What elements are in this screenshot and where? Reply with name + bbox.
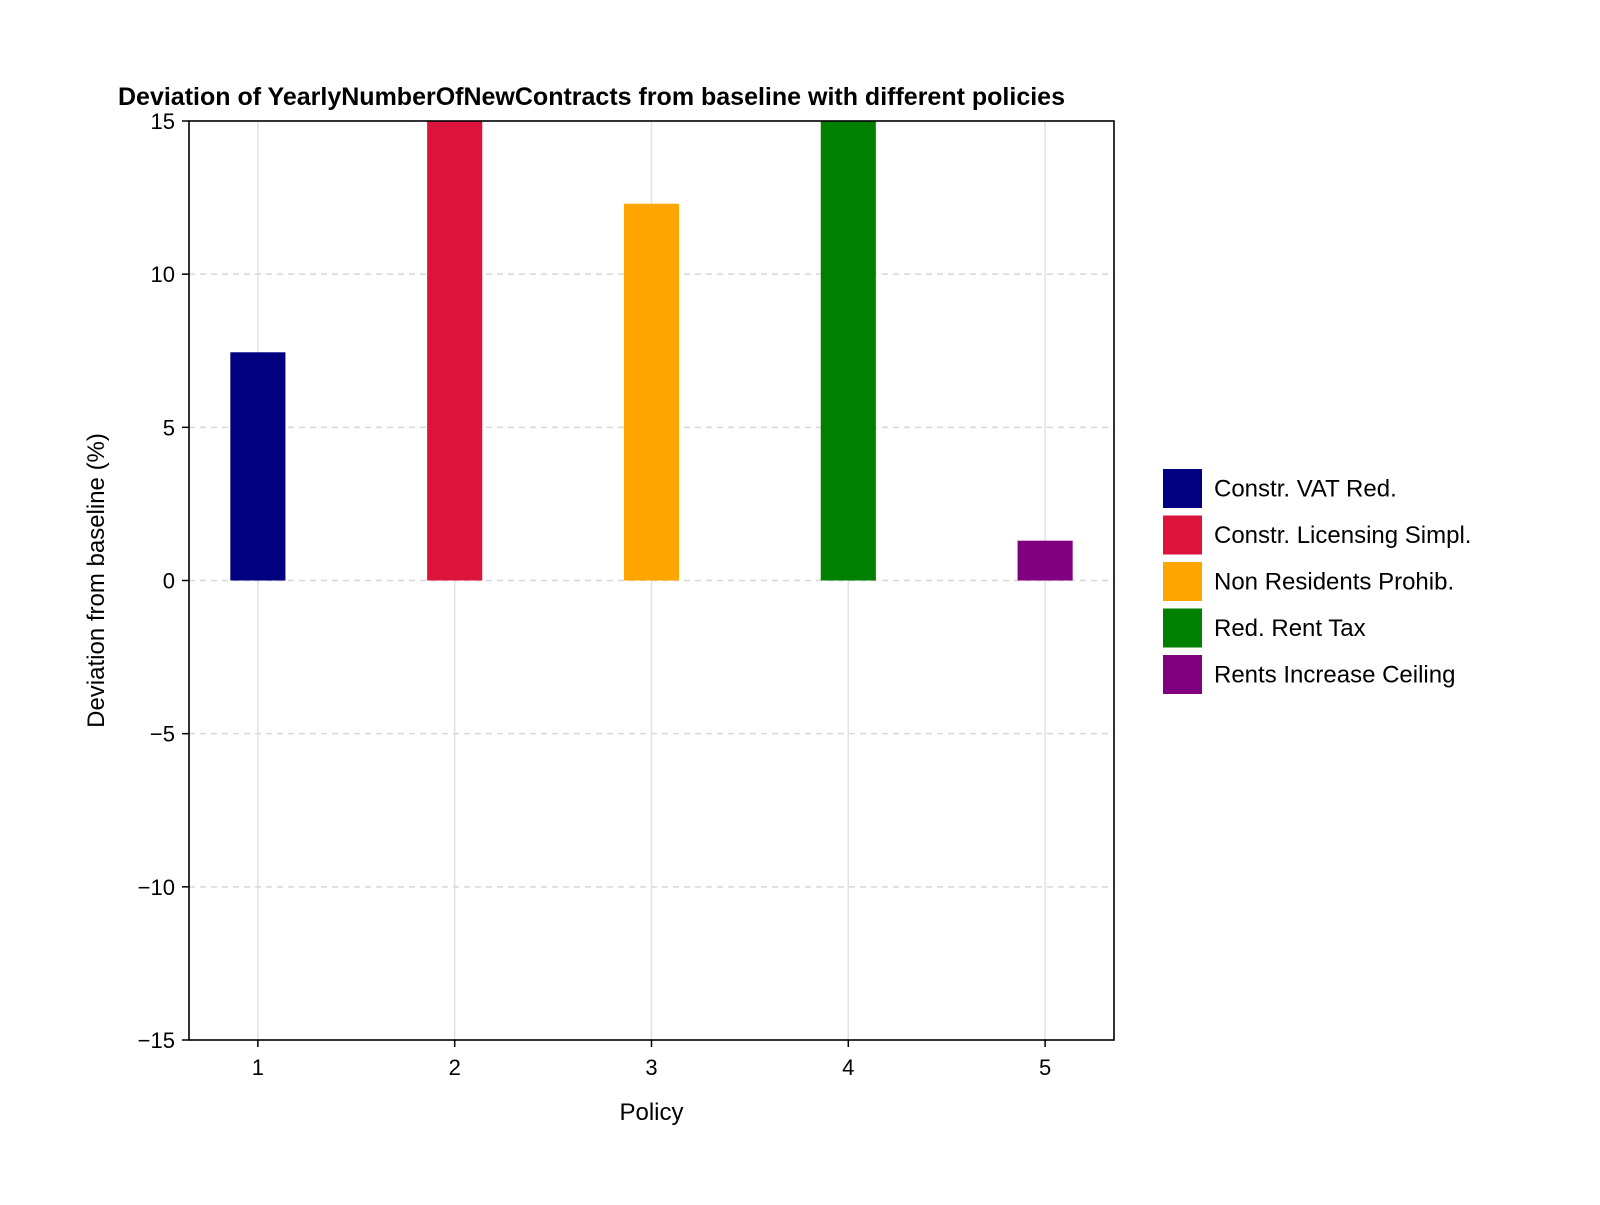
y-tick-label: 0: [163, 569, 175, 594]
x-tick-label: 4: [842, 1055, 854, 1080]
y-tick-label: 5: [163, 415, 175, 440]
bars: [230, 121, 1073, 581]
x-axis-label: Policy: [619, 1099, 683, 1126]
bar-policy-4: [820, 121, 876, 581]
y-axis-label: Deviation from baseline (%): [83, 433, 110, 728]
y-tick-label: −5: [150, 722, 175, 747]
x-tick-label: 1: [252, 1055, 264, 1080]
ticks: −15 −10 −5 0 5 10 15 1 2 3 4 5: [138, 109, 1052, 1080]
legend-label: Constr. Licensing Simpl.: [1214, 522, 1471, 549]
legend-swatch: [1163, 562, 1202, 601]
x-tick-label: 2: [449, 1055, 461, 1080]
y-tick-label: −15: [138, 1028, 175, 1053]
legend-label: Red. Rent Tax: [1214, 615, 1366, 642]
chart-title: Deviation of YearlyNumberOfNewContracts …: [118, 83, 1065, 111]
legend-swatch: [1163, 515, 1202, 555]
legend-label: Rents Increase Ceiling: [1214, 662, 1455, 689]
y-tick-label: 15: [151, 109, 175, 134]
legend-swatch: [1163, 469, 1202, 508]
legend-label: Constr. VAT Red.: [1214, 476, 1397, 503]
x-tick-label: 5: [1039, 1055, 1051, 1080]
bar-policy-5: [1017, 540, 1073, 581]
bar-policy-3: [623, 203, 680, 581]
bar-policy-1: [230, 352, 286, 581]
legend-swatch: [1163, 608, 1202, 648]
legend-swatch: [1163, 655, 1202, 694]
x-tick-label: 3: [645, 1055, 657, 1080]
y-tick-label: 10: [151, 262, 175, 287]
legend: Constr. VAT Red. Constr. Licensing Simpl.…: [1163, 469, 1471, 694]
bar-policy-2: [427, 121, 483, 581]
y-tick-label: −10: [138, 875, 175, 900]
legend-label: Non Residents Prohib.: [1214, 569, 1454, 596]
